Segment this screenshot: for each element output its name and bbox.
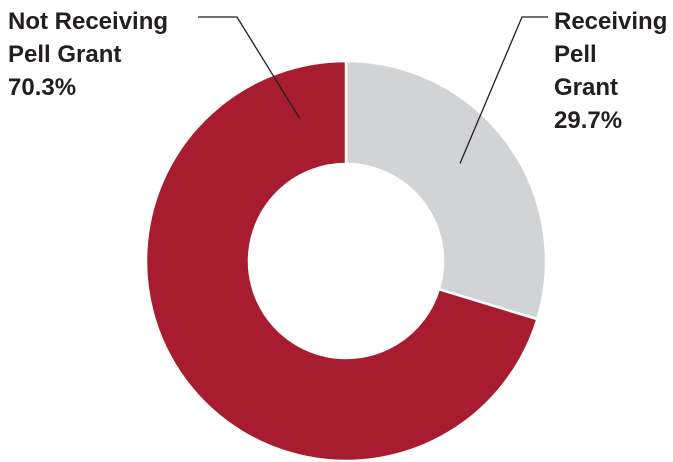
slice-value-not-receiving: 70.3%: [8, 74, 76, 101]
slice-label-not-receiving-line-1: Not Receiving: [8, 8, 168, 35]
slice-label-not-receiving-line-2: Pell Grant: [8, 41, 121, 68]
donut-slice-receiving: [344, 59, 548, 321]
leader-lines-layer: [198, 16, 548, 164]
slice-label-receiving-line-1: Receiving: [554, 8, 667, 35]
leader-line-receiving: [459, 16, 548, 164]
slice-label-receiving-line-3: Grant: [554, 74, 618, 101]
slice-value-receiving: 29.7%: [554, 107, 622, 134]
donut-slice-not-receiving: [144, 59, 539, 462]
slice-label-receiving: Receiving Pell Grant 29.7%: [554, 8, 673, 134]
slice-label-not-receiving: Not Receiving Pell Grant 70.3%: [8, 8, 175, 101]
leader-line-not-receiving: [198, 16, 301, 119]
slices-layer: [144, 59, 548, 462]
slice-label-receiving-line-2: Pell: [554, 41, 597, 68]
